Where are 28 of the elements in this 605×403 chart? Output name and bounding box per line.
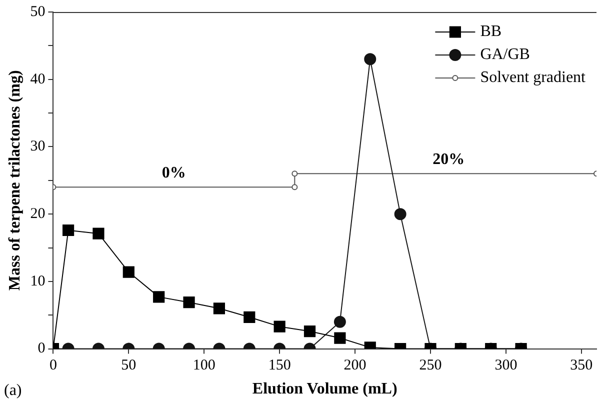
text: (a)	[4, 382, 22, 400]
annotation: 20%	[432, 150, 465, 168]
point	[122, 266, 134, 278]
y-axis-title: Mass of terpene trilactones (mg)	[6, 70, 24, 291]
point	[62, 224, 74, 236]
y-tick-label: 30	[30, 138, 46, 155]
x-tick-label: 0	[49, 358, 57, 374]
x-tick-label: 50	[121, 358, 136, 374]
legend-label: Solvent gradient	[480, 69, 586, 86]
y-tick-label: 0	[38, 340, 46, 357]
legend-label: BB	[480, 23, 502, 40]
x-tick-label: 250	[419, 358, 442, 374]
y-tick-label: 50	[30, 4, 46, 20]
point	[292, 184, 298, 190]
x-tick-label: 300	[494, 358, 518, 374]
x-axis-title: Elution Volume (mL)	[252, 380, 398, 398]
y-tick-label: 20	[30, 206, 46, 222]
x-tick-label: 350	[570, 358, 593, 374]
legend-label: GA/GB	[480, 46, 530, 64]
x-tick-label: 100	[192, 358, 216, 374]
x-tick-label: 200	[344, 358, 366, 374]
point	[394, 208, 406, 220]
y-tick-label: 10	[30, 273, 46, 290]
point	[92, 228, 104, 240]
y-tick-label: 40	[30, 71, 46, 88]
annotation: 0%	[162, 164, 186, 182]
x-tick-label: 150	[268, 358, 291, 374]
point	[292, 170, 298, 177]
